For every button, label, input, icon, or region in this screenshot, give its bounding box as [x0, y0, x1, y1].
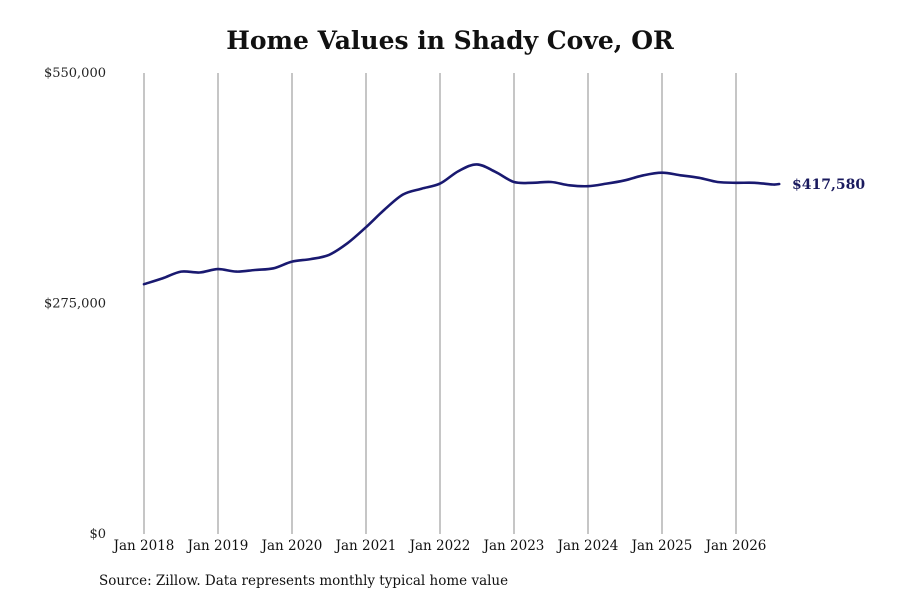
x-tick-label: Jan 2022 [408, 538, 471, 554]
x-tick-label: Jan 2020 [260, 538, 323, 554]
y-tick-label: $275,000 [44, 297, 106, 312]
vertical-gridlines [143, 73, 737, 534]
x-axis-ticks: Jan 2018 Jan 2019 Jan 2020 Jan 2021 Jan 2022… [112, 538, 767, 554]
source-note: Source: Zillow. Data represents monthly … [99, 573, 509, 589]
x-tick-label: Jan 2024 [556, 538, 619, 554]
x-tick-label: Jan 2026 [704, 538, 767, 554]
y-axis-ticks: $550,000 $275,000 $0 [44, 66, 106, 542]
x-tick-label: Jan 2021 [334, 538, 397, 554]
y-tick-label: $550,000 [44, 66, 106, 81]
chart-title: Home Values in Shady Cove, OR [226, 26, 674, 55]
x-tick-label: Jan 2018 [112, 538, 175, 554]
x-tick-label: Jan 2019 [186, 538, 249, 554]
end-value-label: $417,580 [792, 177, 865, 193]
x-tick-label: Jan 2025 [630, 538, 693, 554]
x-tick-label: Jan 2023 [482, 538, 545, 554]
series-line [142, 163, 781, 286]
y-tick-label: $0 [89, 527, 106, 542]
